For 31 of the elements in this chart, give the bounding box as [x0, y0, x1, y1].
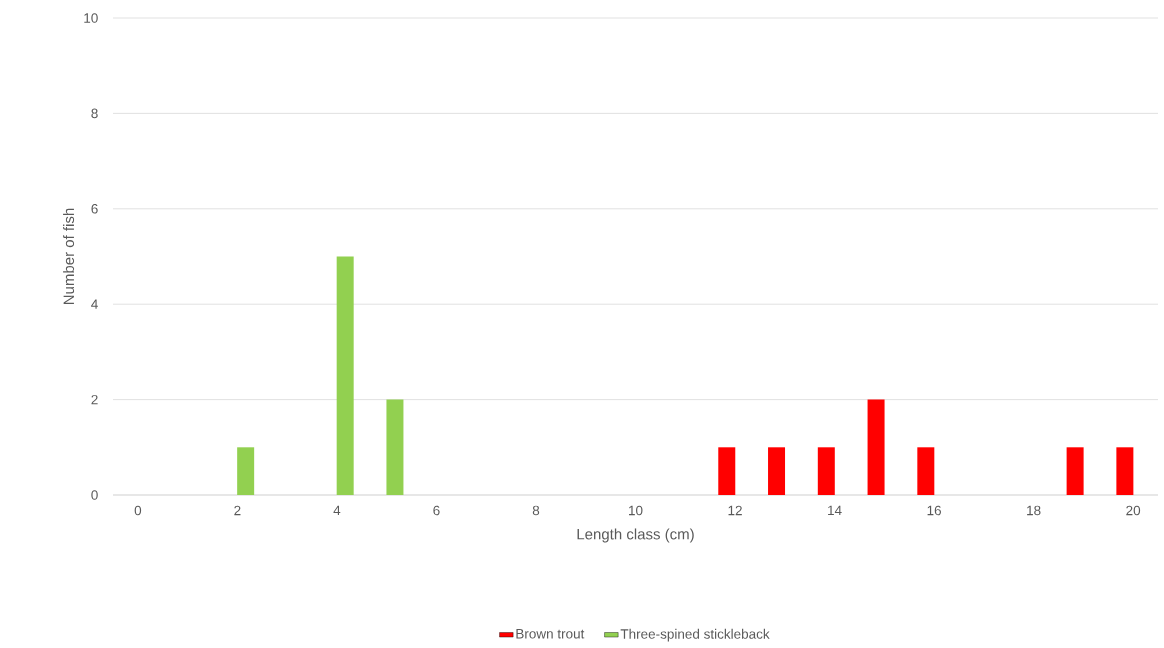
y-tick-label: 8: [91, 108, 98, 119]
bar: [867, 399, 885, 495]
x-tick-label: 18: [1027, 505, 1041, 516]
x-tick-label: 2: [234, 505, 241, 516]
legend-label: Brown trout: [516, 629, 585, 639]
bar: [718, 447, 736, 495]
x-tick-label: 8: [532, 505, 540, 516]
x-tick-label: 0: [134, 505, 142, 516]
x-tick-label: 10: [629, 505, 643, 516]
x-tick-label: 14: [828, 505, 842, 515]
y-tick-label: 0: [91, 490, 98, 500]
bar: [386, 399, 404, 495]
y-tick-label: 4: [91, 299, 98, 309]
y-axis-title: Number of fish: [63, 208, 75, 305]
x-tick-label: 4: [333, 505, 341, 515]
bar: [1066, 447, 1084, 495]
bar: [336, 256, 354, 495]
y-tick-label: 6: [91, 204, 98, 214]
x-axis-title: Length class (cm): [577, 528, 694, 543]
bar: [817, 447, 835, 495]
y-tick-label: 10: [84, 13, 98, 23]
x-tick-label: 16: [927, 505, 941, 516]
bar: [917, 447, 935, 495]
x-tick-label: 12: [728, 505, 742, 516]
legend-label: Three-spined stickleback: [620, 628, 770, 642]
x-tick-label: 6: [433, 505, 440, 516]
x-tick-label: 20: [1126, 505, 1141, 516]
bar: [768, 447, 786, 495]
bar: [1116, 447, 1134, 495]
bar: [237, 447, 255, 495]
y-tick-label: 2: [91, 394, 98, 405]
